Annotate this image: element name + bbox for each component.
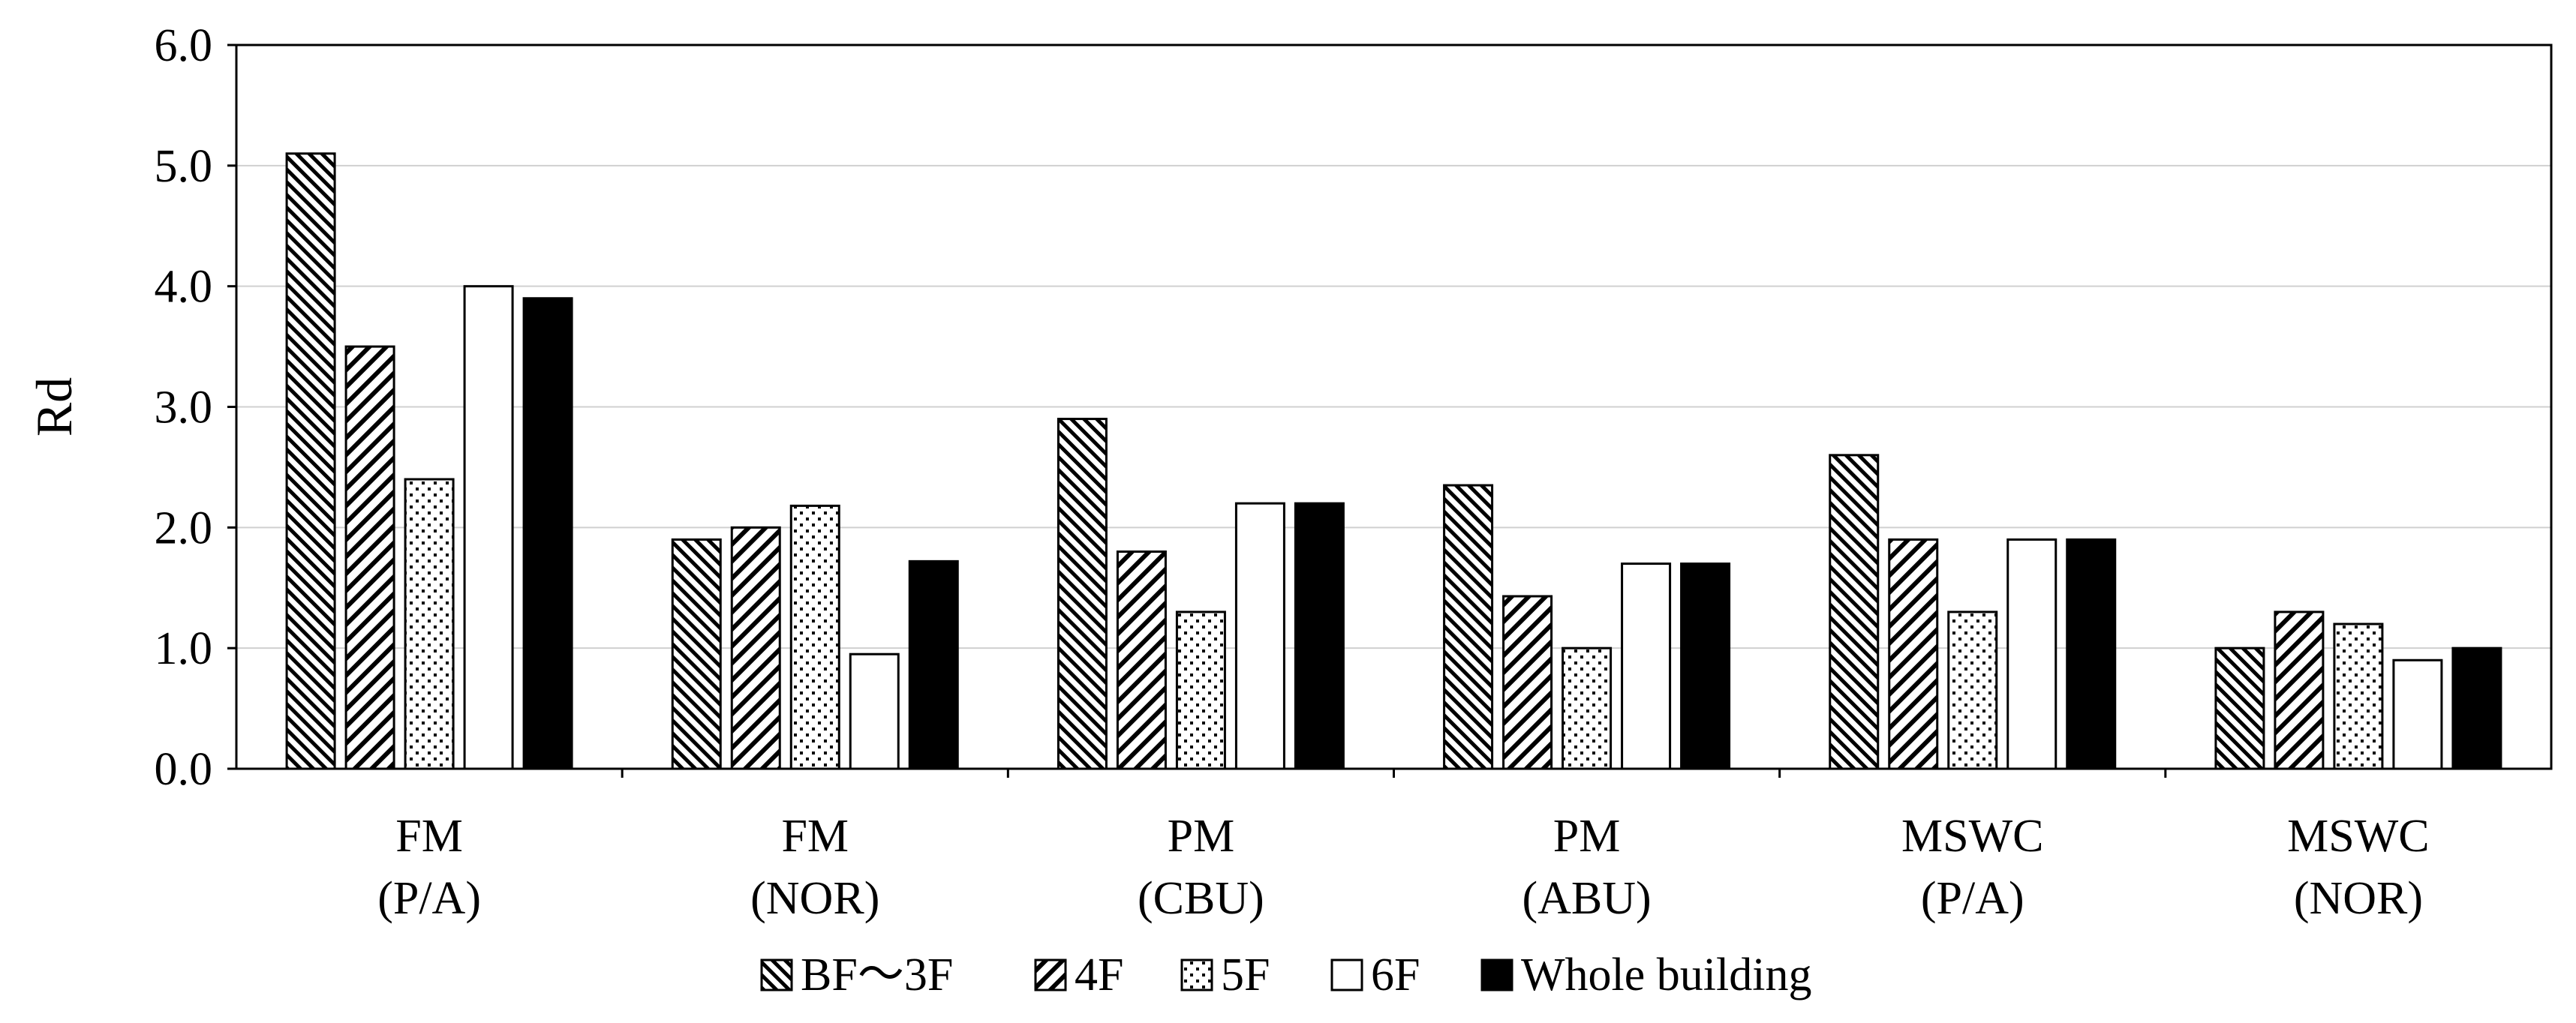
y-axis-title: Rd bbox=[26, 377, 83, 436]
legend-label: Whole building bbox=[1521, 950, 1811, 1000]
legend-swatch bbox=[1034, 958, 1067, 992]
legend-label: BF～3F bbox=[801, 950, 953, 1000]
y-tick-label: 5.0 bbox=[155, 141, 213, 192]
bar bbox=[2274, 610, 2325, 770]
bar bbox=[2392, 658, 2443, 770]
x-tick-label: FM bbox=[395, 811, 463, 862]
bar bbox=[1502, 595, 1553, 770]
x-tick-label: PM bbox=[1168, 811, 1235, 862]
bar bbox=[1888, 538, 1939, 770]
x-tick-label: (P/A) bbox=[1921, 873, 2024, 924]
legend-swatch bbox=[1480, 958, 1513, 992]
x-tick-label: (NOR) bbox=[2294, 873, 2423, 924]
bar bbox=[2333, 622, 2384, 770]
bar bbox=[730, 526, 781, 770]
x-tick-label: PM bbox=[1553, 811, 1621, 862]
x-tick-label: MSWC bbox=[2287, 811, 2429, 862]
bar bbox=[344, 345, 395, 770]
legend-swatch bbox=[760, 958, 793, 992]
bar bbox=[1057, 418, 1108, 770]
legend-label: 5F bbox=[1221, 950, 1270, 1000]
bar bbox=[1443, 484, 1494, 770]
grid-lines bbox=[236, 164, 2551, 650]
bar bbox=[908, 560, 959, 770]
bar bbox=[1562, 646, 1613, 770]
bar bbox=[1175, 610, 1226, 770]
y-tick-label: 2.0 bbox=[155, 502, 213, 554]
bar bbox=[285, 152, 336, 770]
x-tick-label: MSWC bbox=[1901, 811, 2043, 862]
bar bbox=[1947, 610, 1998, 770]
bar bbox=[1829, 454, 1880, 770]
bar bbox=[1680, 562, 1731, 770]
bar bbox=[2006, 538, 2057, 770]
x-tick-label: FM bbox=[781, 811, 849, 862]
legend-swatch bbox=[1330, 958, 1363, 992]
bar bbox=[671, 538, 722, 770]
bar bbox=[789, 504, 840, 770]
bar bbox=[404, 478, 455, 770]
bars bbox=[285, 152, 2502, 770]
bar bbox=[1294, 502, 1345, 770]
bar bbox=[2066, 538, 2117, 770]
bar bbox=[1116, 550, 1167, 770]
bar bbox=[463, 285, 514, 770]
y-tick-label: 6.0 bbox=[155, 20, 213, 71]
x-tick-label: (ABU) bbox=[1522, 873, 1651, 924]
tick-labels: 0.0 1.0 2.0 3.0 4.0 5.0 6.0 FM (P/A) FM (NOR) PM (CB… bbox=[155, 20, 2430, 924]
y-tick-label: 1.0 bbox=[155, 623, 213, 674]
bar bbox=[2451, 646, 2502, 770]
bar bbox=[1234, 502, 1285, 770]
x-tick-label: (NOR) bbox=[750, 873, 879, 924]
legend-label: 4F bbox=[1075, 950, 1123, 1000]
legend-swatch bbox=[1180, 958, 1213, 992]
bar bbox=[849, 652, 900, 770]
legend: BF～3F 4F 5F 6F Whole building bbox=[760, 950, 1811, 1000]
legend-label: 6F bbox=[1371, 950, 1420, 1000]
bar bbox=[522, 297, 573, 770]
y-tick-label: 0.0 bbox=[155, 744, 213, 795]
bar bbox=[1621, 562, 1672, 770]
x-tick-label: (P/A) bbox=[377, 873, 481, 924]
bar bbox=[2214, 646, 2265, 770]
y-tick-label: 4.0 bbox=[155, 262, 213, 313]
y-tick-label: 3.0 bbox=[155, 382, 213, 434]
axes bbox=[227, 44, 2553, 778]
x-tick-label: (CBU) bbox=[1138, 873, 1264, 924]
